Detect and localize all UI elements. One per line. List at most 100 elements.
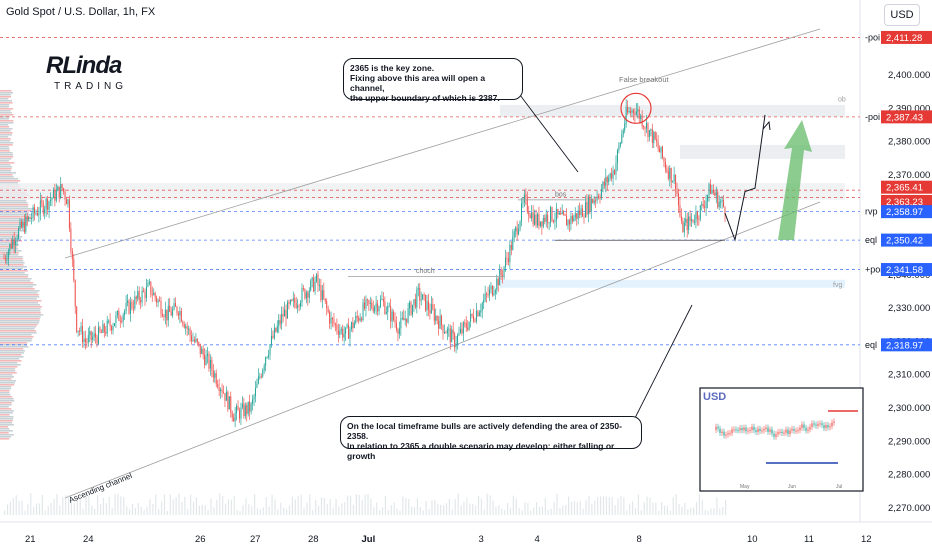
volume-bar bbox=[103, 498, 104, 515]
volume-bar bbox=[301, 495, 302, 515]
candle-body bbox=[99, 327, 100, 332]
inset-candle-body bbox=[779, 432, 780, 433]
candle-body bbox=[121, 321, 122, 322]
candle-body bbox=[383, 299, 384, 301]
candle-body bbox=[76, 307, 77, 332]
volume-profile-bar bbox=[0, 170, 11, 172]
candle-body bbox=[18, 229, 19, 239]
candle-body bbox=[21, 222, 22, 228]
candle-body bbox=[195, 339, 196, 342]
candle-body bbox=[540, 221, 541, 226]
inset-candle-body bbox=[763, 429, 764, 430]
candle-body bbox=[281, 314, 282, 324]
candle-body bbox=[156, 298, 157, 303]
candle-body bbox=[86, 342, 87, 343]
volume-profile-bar bbox=[0, 374, 12, 376]
candle-body bbox=[208, 354, 209, 369]
candle-body bbox=[512, 237, 513, 250]
candle-body bbox=[467, 328, 468, 330]
candle-body bbox=[456, 343, 457, 347]
volume-bar bbox=[321, 497, 322, 515]
candle-body bbox=[501, 270, 502, 275]
volume-bar bbox=[21, 501, 22, 515]
volume-bar bbox=[178, 493, 179, 515]
volume-profile-bar bbox=[0, 416, 13, 418]
volume-profile-bar bbox=[0, 144, 13, 146]
volume-profile-bar bbox=[0, 340, 32, 342]
candle-body bbox=[300, 303, 301, 306]
volume-profile-bar bbox=[0, 274, 28, 276]
volume-bar bbox=[254, 494, 255, 515]
volume-bar bbox=[71, 498, 72, 515]
candle-body bbox=[470, 314, 471, 322]
volume-bar bbox=[181, 502, 182, 515]
candle-body bbox=[114, 323, 115, 326]
currency-button[interactable]: USD bbox=[884, 4, 920, 26]
candle-body bbox=[549, 222, 550, 223]
volume-bar bbox=[51, 503, 52, 515]
candle-body bbox=[290, 300, 291, 304]
candle-body bbox=[37, 213, 38, 215]
candle-body bbox=[213, 371, 214, 378]
candle-body bbox=[336, 324, 337, 330]
candle-body bbox=[150, 282, 151, 295]
candle-body bbox=[139, 291, 140, 300]
candle-body bbox=[688, 216, 689, 230]
volume-profile-bar bbox=[0, 238, 21, 240]
candle-body bbox=[333, 320, 334, 324]
candle-body bbox=[174, 303, 175, 309]
candle-body bbox=[204, 355, 205, 365]
volume-bar bbox=[463, 502, 464, 515]
logo-sub-text: TRADING bbox=[54, 81, 127, 92]
candle-body bbox=[137, 291, 138, 299]
candle-body bbox=[397, 330, 398, 334]
volume-bar bbox=[583, 509, 584, 515]
volume-bar bbox=[158, 509, 159, 515]
inset-candle-body bbox=[827, 425, 828, 427]
candle-body bbox=[41, 200, 42, 202]
volume-bar bbox=[266, 497, 267, 515]
volume-bar bbox=[556, 494, 557, 515]
x-tick-label: 26 bbox=[195, 534, 206, 545]
volume-bar bbox=[676, 494, 677, 515]
candle-body bbox=[645, 127, 646, 128]
candle-body bbox=[284, 310, 285, 317]
volume-profile-bar bbox=[0, 300, 41, 302]
candle-body bbox=[249, 402, 250, 412]
candle-body bbox=[556, 209, 557, 220]
volume-bar bbox=[155, 494, 156, 515]
inset-candle-body bbox=[745, 428, 746, 432]
volume-bar bbox=[283, 508, 284, 515]
volume-bar bbox=[716, 497, 717, 515]
price-tag-label: 2,387.43 bbox=[886, 112, 923, 123]
candle-body bbox=[415, 299, 416, 307]
candle-body bbox=[409, 302, 410, 308]
candle-body bbox=[698, 219, 699, 220]
inset-candle-body bbox=[731, 430, 732, 434]
candle-body bbox=[60, 184, 61, 198]
volume-bar bbox=[681, 507, 682, 515]
volume-profile-bar bbox=[0, 104, 9, 106]
candle-body bbox=[246, 405, 247, 414]
candle-body bbox=[111, 326, 112, 330]
volume-bar bbox=[647, 497, 648, 515]
candle-body bbox=[240, 408, 241, 419]
volume-bar bbox=[452, 510, 453, 515]
candle-body bbox=[450, 329, 451, 343]
inset-candle-body bbox=[777, 432, 778, 434]
candle-body bbox=[185, 326, 186, 328]
candle-body bbox=[288, 302, 289, 304]
candle-body bbox=[110, 321, 111, 326]
volume-profile-bar bbox=[0, 108, 13, 110]
candle-body bbox=[371, 303, 372, 308]
volume-bar bbox=[478, 496, 479, 515]
candle-body bbox=[352, 322, 353, 328]
candle-body bbox=[521, 203, 522, 221]
candle-body bbox=[703, 204, 704, 207]
candle-body bbox=[313, 278, 314, 292]
volume-bar bbox=[263, 507, 264, 515]
volume-profile-bar bbox=[0, 362, 17, 364]
candle-body bbox=[91, 331, 92, 339]
volume-profile-bar bbox=[0, 154, 13, 156]
candle-body bbox=[602, 182, 603, 189]
